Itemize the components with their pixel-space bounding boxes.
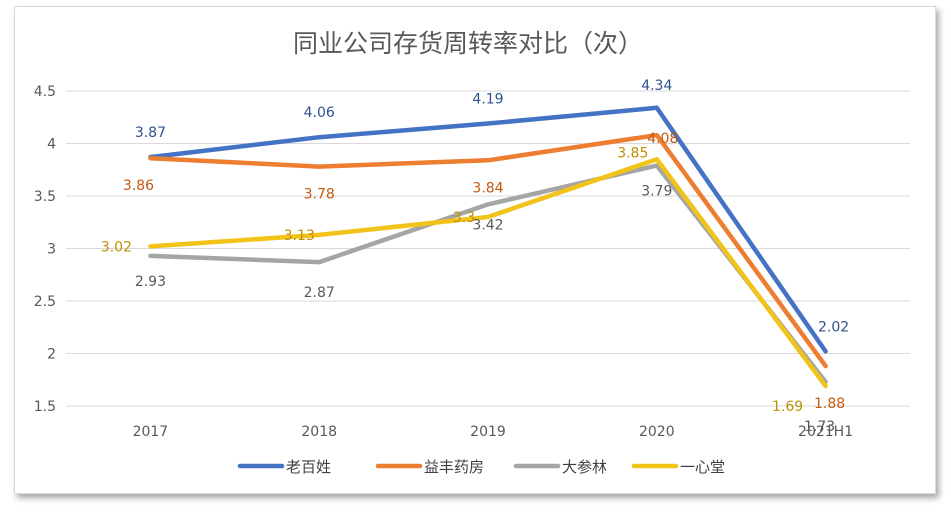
data-label: 4.06 [304,105,335,121]
data-label: 2.93 [135,274,166,290]
legend-item: 老百姓 [237,458,331,476]
data-label: 1.73 [804,419,835,435]
data-label: 4.08 [647,131,678,147]
gridlines [66,90,910,407]
y-tick-label: 2 [47,347,56,363]
legend-label: 老百姓 [286,458,331,476]
data-label: 3.79 [641,184,672,200]
data-label: 3.84 [472,180,503,196]
legend: 老百姓 益丰药房 大参林 一心堂 [237,458,725,476]
data-label: 4.34 [641,78,672,94]
y-tick-label: 1.5 [34,399,56,415]
data-label: 3.13 [284,228,315,244]
y-axis-ticks: 1.5 2 2.5 3 3.5 4 4.5 [34,84,56,415]
x-tick-label: 2019 [470,424,506,440]
y-tick-label: 3 [47,242,56,258]
legend-label: 一心堂 [680,458,725,476]
series-line-2 [148,163,828,385]
data-label: 2.02 [818,319,849,335]
data-label: 4.19 [472,92,503,108]
x-tick-label: 2017 [133,424,169,440]
data-label: 3.86 [123,178,154,194]
data-label: 3.3 [453,210,475,226]
legend-item: 大参林 [513,458,607,476]
series-lines [148,105,828,389]
chart-frame [14,6,936,494]
legend-label: 益丰药房 [424,458,484,476]
series-line-0 [148,105,828,354]
x-tick-label: 2020 [639,424,675,440]
x-tick-label: 2021H1 [798,424,853,440]
data-label: 3.78 [304,187,335,203]
chart-title: 同业公司存货周转率对比（次） [293,29,643,58]
data-label: 3.02 [101,239,132,255]
x-axis-ticks: 2017 2018 2019 2020 2021H1 [133,424,854,440]
series-line-1 [148,132,828,369]
data-label: 3.42 [472,217,503,233]
data-label: 3.87 [135,125,166,141]
y-tick-label: 2.5 [34,294,56,310]
series-line-3 [148,157,828,389]
y-tick-label: 4.5 [34,84,56,100]
data-label: 1.88 [814,396,845,412]
x-tick-label: 2018 [301,424,337,440]
data-label: 3.85 [617,145,648,161]
legend-item: 益丰药房 [375,458,484,476]
data-label: 2.87 [304,285,335,301]
legend-item: 一心堂 [631,458,725,476]
y-tick-label: 4 [47,137,56,153]
y-tick-label: 3.5 [34,189,56,205]
data-label: 1.69 [772,399,803,415]
legend-label: 大参林 [562,458,607,476]
data-labels: 3.87 4.06 4.19 4.34 2.02 3.86 3.78 3.84 4.08 1.88… [101,78,849,435]
